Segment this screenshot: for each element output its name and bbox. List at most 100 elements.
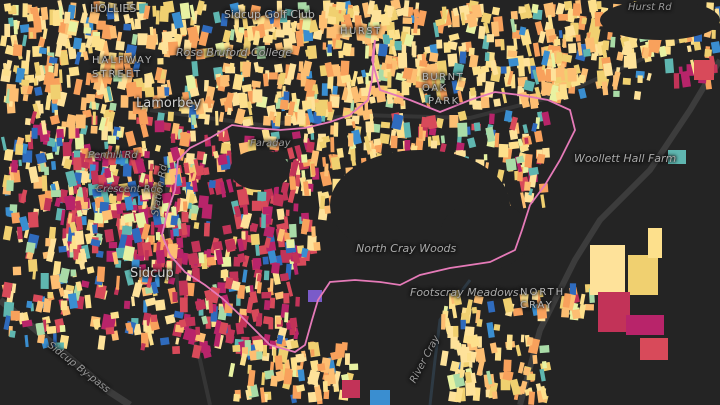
building-footprint	[361, 87, 369, 97]
building-footprint	[710, 41, 720, 54]
building-footprint	[154, 144, 162, 152]
building-footprint	[416, 9, 427, 27]
building-footprint	[291, 116, 297, 126]
building-footprint	[471, 65, 482, 76]
building-footprint	[143, 5, 151, 20]
building-footprint	[132, 61, 141, 73]
building-footprint	[550, 68, 557, 81]
building-footprint	[377, 43, 389, 57]
building-footprint	[564, 24, 576, 37]
building-footprint	[90, 125, 98, 134]
building-footprint	[206, 96, 212, 109]
building-footprint	[622, 77, 631, 86]
building-footprint	[388, 29, 396, 39]
building-footprint	[711, 29, 716, 39]
building-footprint	[74, 51, 82, 65]
building-footprint	[49, 114, 61, 125]
building-footprint	[155, 10, 160, 25]
building-footprint	[63, 158, 73, 170]
building-footprint	[234, 108, 246, 125]
building-footprint	[373, 54, 381, 70]
building-footprint	[693, 41, 702, 51]
building-footprint	[15, 67, 26, 84]
building-footprint	[651, 36, 662, 54]
building-footprint	[237, 4, 246, 15]
building-footprint	[114, 57, 124, 71]
building-footprint	[301, 16, 312, 31]
building-footprint	[256, 45, 266, 59]
building-footprint	[104, 141, 109, 150]
building-footprint	[6, 101, 16, 114]
building-footprint	[5, 59, 13, 70]
building-footprint	[144, 86, 155, 98]
building-footprint	[258, 23, 266, 37]
building-footprint	[91, 201, 98, 215]
building-footprint	[329, 96, 340, 108]
building-footprint	[176, 237, 184, 249]
building-footprint	[144, 250, 149, 261]
building-footprint	[457, 90, 463, 103]
building-footprint	[559, 84, 568, 100]
building-footprint	[507, 70, 514, 86]
building-footprint	[106, 7, 115, 20]
building-footprint	[186, 49, 192, 60]
building-footprint	[371, 10, 382, 23]
building-footprint	[185, 153, 195, 165]
building-footprint	[26, 85, 34, 95]
label-footscray-meadows: Footscray Meadows	[410, 286, 519, 299]
building-footprint	[103, 58, 113, 71]
building-footprint	[234, 13, 239, 28]
building-footprint	[402, 17, 413, 25]
building-footprint	[601, 81, 609, 96]
building-footprint	[127, 180, 140, 198]
building-footprint	[25, 49, 31, 62]
building-footprint	[144, 178, 149, 188]
building-footprint	[274, 63, 284, 73]
building-footprint	[43, 197, 53, 212]
building-footprint	[434, 18, 446, 27]
label-lamorbey: Lamorbey	[136, 96, 202, 111]
building-footprint	[284, 115, 291, 126]
building-footprint	[582, 48, 591, 57]
building-footprint	[340, 74, 352, 84]
building-footprint	[33, 86, 43, 97]
building-footprint	[90, 73, 99, 84]
label-hurst: HURST	[340, 26, 382, 37]
building-footprint	[296, 109, 306, 125]
building-footprint	[124, 130, 137, 147]
river-cray-line	[428, 279, 472, 405]
building-footprint	[451, 14, 460, 28]
building-footprint	[22, 3, 28, 18]
building-footprint	[43, 71, 56, 87]
building-footprint	[171, 11, 184, 30]
building-footprint	[278, 72, 286, 85]
label-woollett-hall-farm: Woollett Hall Farm	[574, 152, 677, 165]
building-footprint	[480, 65, 490, 74]
building-footprint	[561, 53, 573, 63]
building-footprint	[115, 186, 121, 194]
building-footprint	[22, 94, 29, 102]
building-footprint	[124, 196, 134, 211]
building-footprint	[122, 163, 132, 177]
building-footprint	[182, 201, 188, 211]
a-road-east	[517, 58, 720, 405]
building-footprint	[63, 11, 71, 24]
building-footprint	[35, 152, 47, 165]
building-footprint	[287, 101, 296, 116]
building-footprint	[191, 114, 197, 125]
building-footprint	[144, 151, 150, 159]
building-footprint	[493, 98, 502, 107]
building-footprint	[621, 45, 633, 57]
label-crescent-rd: Crescent Rd	[96, 184, 157, 195]
building-footprint	[334, 65, 341, 76]
building-footprint	[252, 89, 263, 103]
building-footprint	[108, 152, 116, 166]
building-footprint	[433, 22, 440, 38]
building-footprint	[262, 34, 274, 44]
building-footprint	[145, 34, 158, 50]
label-north-cray-woods: North Cray Woods	[356, 242, 457, 255]
building-footprint	[108, 242, 118, 249]
building-footprint	[123, 52, 133, 63]
building-footprint	[141, 188, 152, 201]
